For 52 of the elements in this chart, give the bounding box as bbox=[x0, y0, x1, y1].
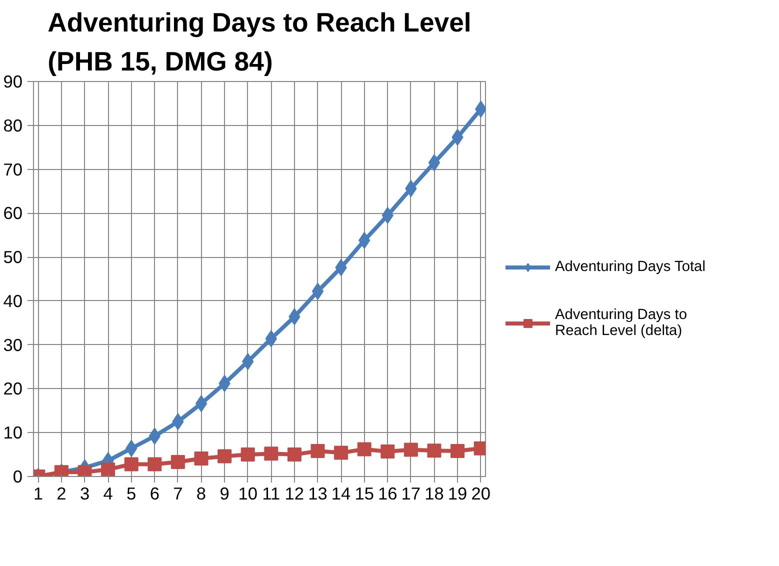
point bbox=[357, 442, 372, 456]
y-tick-label: 30 bbox=[3, 334, 23, 355]
y-tick-label: 70 bbox=[3, 159, 23, 180]
x-tick-label: 12 bbox=[284, 484, 304, 504]
x-tick-label: 16 bbox=[378, 484, 398, 504]
y-tick-label: 10 bbox=[3, 422, 23, 443]
point bbox=[194, 452, 208, 466]
x-tick-label: 10 bbox=[238, 484, 258, 504]
point bbox=[427, 444, 442, 458]
x-tick-label: 7 bbox=[173, 484, 183, 504]
x-tick-label: 5 bbox=[126, 484, 136, 504]
chart-title: Adventuring Days to Reach Level (PHB 15, DMG 84) bbox=[48, 8, 472, 76]
x-tick-label: 14 bbox=[331, 484, 352, 504]
point bbox=[380, 444, 395, 458]
x-tick-label: 20 bbox=[471, 484, 490, 504]
x-tick-label: 13 bbox=[308, 484, 328, 504]
point bbox=[101, 462, 116, 476]
x-tick-label: 17 bbox=[401, 484, 421, 504]
y-tick-label: 60 bbox=[3, 203, 23, 224]
x-tick-label: 8 bbox=[196, 484, 206, 504]
point bbox=[312, 282, 324, 300]
point bbox=[124, 457, 138, 472]
point bbox=[334, 446, 348, 460]
point bbox=[428, 154, 440, 172]
x-tick-label: 1 bbox=[33, 484, 43, 504]
y-tick-label: 50 bbox=[3, 247, 23, 268]
y-tick-label: 40 bbox=[3, 290, 23, 311]
legend-label: Adventuring Days Total bbox=[555, 258, 706, 274]
x-tick-label: 18 bbox=[424, 484, 444, 504]
y-tick-label: 80 bbox=[3, 115, 23, 136]
point bbox=[404, 442, 418, 457]
x-tick-label: 19 bbox=[448, 484, 468, 504]
point bbox=[148, 457, 162, 472]
x-tick-label: 15 bbox=[354, 484, 374, 504]
point bbox=[195, 395, 208, 412]
point bbox=[287, 448, 302, 462]
x-tick-label: 9 bbox=[220, 484, 230, 504]
point bbox=[240, 448, 255, 462]
y-tick-label: 90 bbox=[3, 72, 23, 92]
x-tick-label: 11 bbox=[262, 484, 280, 504]
point bbox=[218, 449, 232, 464]
point bbox=[264, 446, 278, 461]
point bbox=[450, 444, 465, 458]
y-tick-label: 20 bbox=[3, 378, 23, 399]
x-tick-label: 2 bbox=[56, 484, 66, 504]
legend-label: Adventuring Days to Reach Level (delta) bbox=[555, 306, 687, 338]
x-tick-label: 6 bbox=[150, 484, 160, 504]
y-tick-label: 0 bbox=[12, 466, 23, 486]
point bbox=[310, 444, 325, 458]
point bbox=[170, 455, 185, 470]
x-tick-label: 4 bbox=[103, 484, 114, 504]
x-tick-label: 3 bbox=[80, 484, 90, 504]
